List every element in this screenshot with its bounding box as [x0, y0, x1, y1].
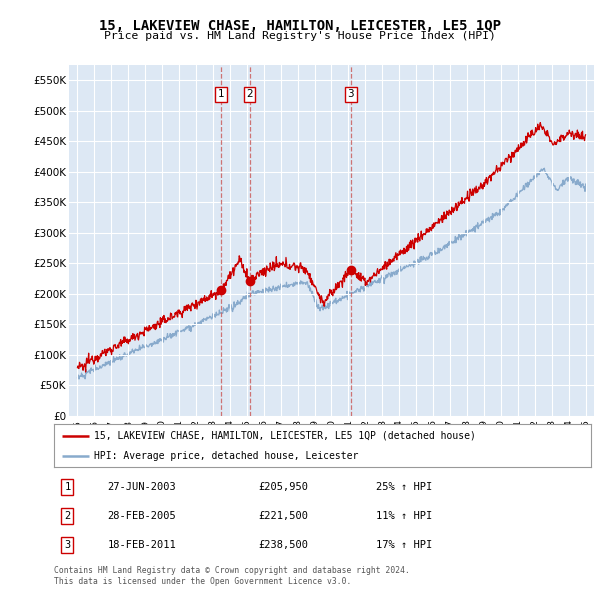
Text: Price paid vs. HM Land Registry's House Price Index (HPI): Price paid vs. HM Land Registry's House …: [104, 31, 496, 41]
Text: 2: 2: [64, 511, 71, 521]
Text: Contains HM Land Registry data © Crown copyright and database right 2024.: Contains HM Land Registry data © Crown c…: [54, 566, 410, 575]
Text: 2: 2: [246, 89, 253, 99]
Text: £221,500: £221,500: [258, 511, 308, 521]
Text: 1: 1: [218, 89, 224, 99]
Text: 15, LAKEVIEW CHASE, HAMILTON, LEICESTER, LE5 1QP (detached house): 15, LAKEVIEW CHASE, HAMILTON, LEICESTER,…: [94, 431, 476, 441]
Text: 1: 1: [64, 481, 71, 491]
Text: This data is licensed under the Open Government Licence v3.0.: This data is licensed under the Open Gov…: [54, 577, 352, 586]
Text: 3: 3: [347, 89, 354, 99]
Text: £238,500: £238,500: [258, 540, 308, 550]
Text: 27-JUN-2003: 27-JUN-2003: [108, 481, 176, 491]
Text: HPI: Average price, detached house, Leicester: HPI: Average price, detached house, Leic…: [94, 451, 359, 461]
Text: 17% ↑ HPI: 17% ↑ HPI: [376, 540, 433, 550]
Text: £205,950: £205,950: [258, 481, 308, 491]
Text: 25% ↑ HPI: 25% ↑ HPI: [376, 481, 433, 491]
Text: 28-FEB-2005: 28-FEB-2005: [108, 511, 176, 521]
Text: 18-FEB-2011: 18-FEB-2011: [108, 540, 176, 550]
Text: 3: 3: [64, 540, 71, 550]
Text: 11% ↑ HPI: 11% ↑ HPI: [376, 511, 433, 521]
Text: 15, LAKEVIEW CHASE, HAMILTON, LEICESTER, LE5 1QP: 15, LAKEVIEW CHASE, HAMILTON, LEICESTER,…: [99, 19, 501, 33]
